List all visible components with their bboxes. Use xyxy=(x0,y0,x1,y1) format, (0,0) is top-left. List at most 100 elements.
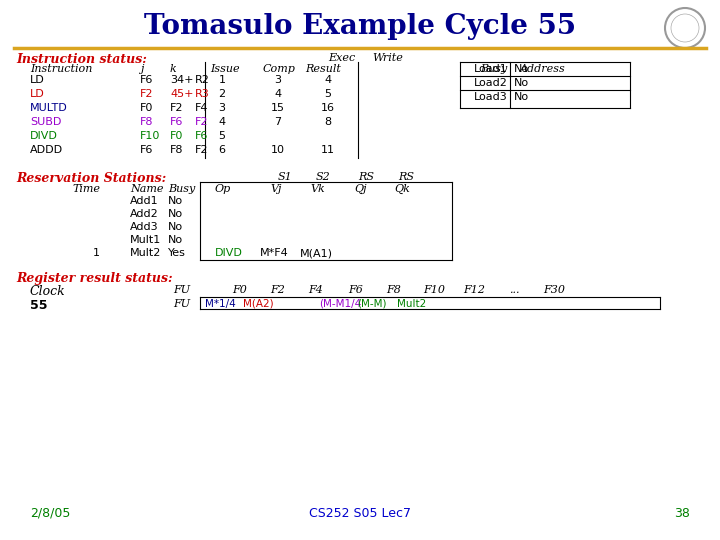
Text: 4: 4 xyxy=(274,89,282,99)
Text: 8: 8 xyxy=(325,117,332,127)
Text: F10: F10 xyxy=(423,285,445,295)
Text: S2: S2 xyxy=(316,172,330,182)
Text: FU: FU xyxy=(173,285,190,295)
Text: F0: F0 xyxy=(170,131,184,141)
Text: F8: F8 xyxy=(170,145,184,155)
Text: Instruction status:: Instruction status: xyxy=(16,53,147,66)
Text: 45+: 45+ xyxy=(170,89,194,99)
Text: 16: 16 xyxy=(321,103,335,113)
Text: F6: F6 xyxy=(140,145,153,155)
Text: Mult1: Mult1 xyxy=(130,235,161,245)
Text: Tomasulo Example Cycle 55: Tomasulo Example Cycle 55 xyxy=(144,13,576,40)
Text: Address: Address xyxy=(520,64,566,74)
Text: Load3: Load3 xyxy=(474,92,508,102)
Text: Busy: Busy xyxy=(480,64,508,74)
Text: 11: 11 xyxy=(321,145,335,155)
Text: Clock: Clock xyxy=(30,285,66,298)
Text: 5: 5 xyxy=(325,89,331,99)
Text: F6: F6 xyxy=(140,75,153,85)
Text: F6: F6 xyxy=(348,285,364,295)
Text: R2: R2 xyxy=(195,75,210,85)
Text: 10: 10 xyxy=(271,145,285,155)
Text: Add1: Add1 xyxy=(130,196,158,206)
Text: No: No xyxy=(168,235,183,245)
Text: Mult2: Mult2 xyxy=(130,248,161,258)
Text: Result: Result xyxy=(305,64,341,74)
Text: Op: Op xyxy=(215,184,231,194)
Text: Register result status:: Register result status: xyxy=(16,272,173,285)
Text: No: No xyxy=(514,92,529,102)
Text: RS: RS xyxy=(398,172,414,182)
Text: Issue: Issue xyxy=(210,64,240,74)
Text: M*F4: M*F4 xyxy=(260,248,289,258)
Text: Qj: Qj xyxy=(354,184,366,194)
Text: Exec: Exec xyxy=(328,53,355,63)
Text: Comp: Comp xyxy=(263,64,296,74)
Text: Vj: Vj xyxy=(270,184,282,194)
Text: No: No xyxy=(168,209,183,219)
Text: F4: F4 xyxy=(309,285,323,295)
Text: ADDD: ADDD xyxy=(30,145,63,155)
Text: No: No xyxy=(168,222,183,232)
Text: Reservation Stations:: Reservation Stations: xyxy=(16,172,166,185)
Text: No: No xyxy=(168,196,183,206)
Text: RS: RS xyxy=(358,172,374,182)
Text: DIVD: DIVD xyxy=(215,248,243,258)
Text: F2: F2 xyxy=(140,89,153,99)
Text: 55: 55 xyxy=(30,299,48,312)
Text: CS252 S05 Lec7: CS252 S05 Lec7 xyxy=(309,507,411,520)
Text: Load1: Load1 xyxy=(474,64,508,74)
Text: 15: 15 xyxy=(271,103,285,113)
Text: (M-M): (M-M) xyxy=(357,299,387,309)
Text: 2/8/05: 2/8/05 xyxy=(30,507,71,520)
Text: F0: F0 xyxy=(233,285,248,295)
Text: F12: F12 xyxy=(463,285,485,295)
Text: No: No xyxy=(514,78,529,88)
Text: SUBD: SUBD xyxy=(30,117,61,127)
Text: F2: F2 xyxy=(271,285,285,295)
Text: No: No xyxy=(514,64,529,74)
Text: MULTD: MULTD xyxy=(30,103,68,113)
Text: DIVD: DIVD xyxy=(30,131,58,141)
Text: Vk: Vk xyxy=(310,184,325,194)
Text: LD: LD xyxy=(30,89,45,99)
Text: 6: 6 xyxy=(218,145,225,155)
Text: 1: 1 xyxy=(218,75,225,85)
Text: M(A2): M(A2) xyxy=(243,299,274,309)
Text: Add2: Add2 xyxy=(130,209,158,219)
Text: Add3: Add3 xyxy=(130,222,158,232)
Text: k: k xyxy=(170,64,176,74)
Text: M(A1): M(A1) xyxy=(300,248,333,258)
Text: F6: F6 xyxy=(195,131,208,141)
Text: 34+: 34+ xyxy=(170,75,194,85)
Text: Mult2: Mult2 xyxy=(397,299,426,309)
Text: FU: FU xyxy=(173,299,190,309)
Text: M*1/4: M*1/4 xyxy=(205,299,235,309)
Text: (M-M1/4: (M-M1/4 xyxy=(319,299,361,309)
Text: 5: 5 xyxy=(218,131,225,141)
Text: 4: 4 xyxy=(325,75,332,85)
Text: F2: F2 xyxy=(170,103,184,113)
Text: 38: 38 xyxy=(674,507,690,520)
Text: Time: Time xyxy=(72,184,100,194)
Text: S1: S1 xyxy=(278,172,293,182)
Text: R3: R3 xyxy=(195,89,210,99)
Text: Qk: Qk xyxy=(394,184,410,194)
Text: 1: 1 xyxy=(93,248,100,258)
Text: Name: Name xyxy=(130,184,163,194)
Text: F4: F4 xyxy=(195,103,209,113)
Text: 7: 7 xyxy=(274,117,282,127)
Text: F8: F8 xyxy=(387,285,402,295)
Text: ...: ... xyxy=(509,285,519,295)
Text: 2: 2 xyxy=(218,89,225,99)
Text: Busy: Busy xyxy=(168,184,195,194)
Text: F6: F6 xyxy=(170,117,184,127)
Text: F10: F10 xyxy=(140,131,161,141)
Text: Write: Write xyxy=(372,53,403,63)
Text: Load2: Load2 xyxy=(474,78,508,88)
Text: Yes: Yes xyxy=(168,248,186,258)
Text: 3: 3 xyxy=(218,103,225,113)
Text: j: j xyxy=(140,64,143,74)
Text: 4: 4 xyxy=(218,117,225,127)
Text: F8: F8 xyxy=(140,117,153,127)
